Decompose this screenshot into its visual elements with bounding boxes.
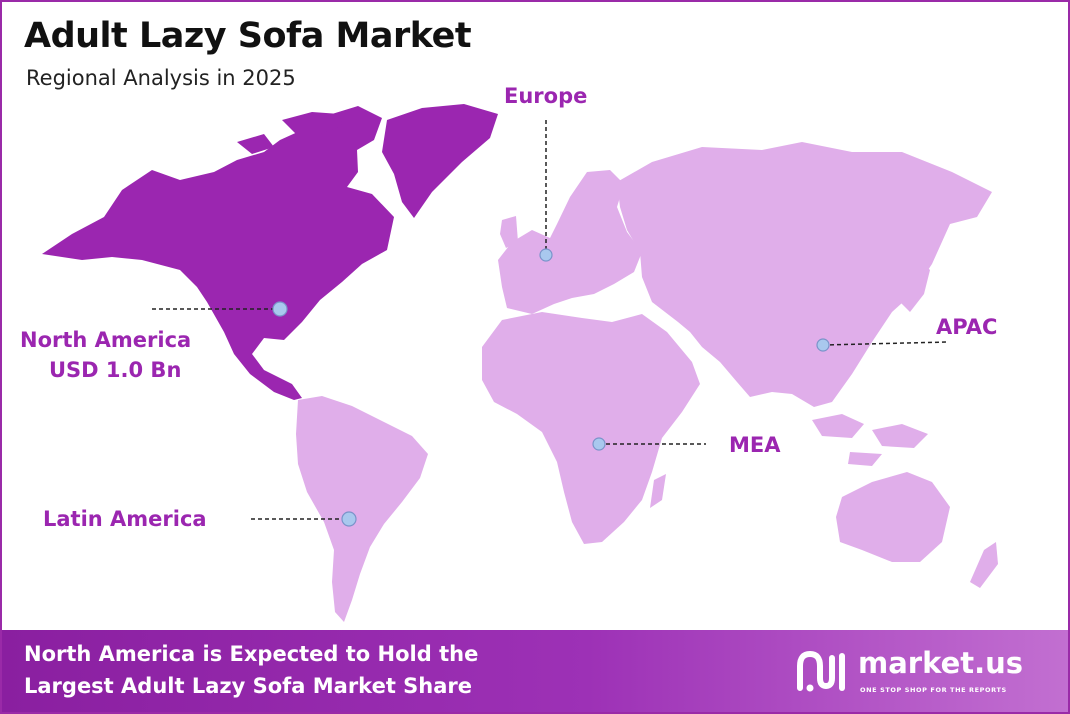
latin-america-region[interactable]	[296, 396, 428, 622]
brand-name: market.us	[858, 646, 1024, 680]
mea-region[interactable]	[482, 312, 700, 544]
page-subtitle: Regional Analysis in 2025	[26, 66, 296, 90]
latin-america-label: Latin America	[43, 507, 207, 531]
apac-marker[interactable]	[816, 338, 830, 352]
brand-logo[interactable]: market.us ONE STOP SHOP FOR THE REPORTS	[796, 646, 1046, 702]
australia-region[interactable]	[836, 472, 950, 562]
uk-region	[500, 216, 518, 248]
arctic-islands	[237, 112, 342, 154]
japan-region	[900, 260, 930, 312]
world-map	[42, 104, 998, 622]
brand-tagline: ONE STOP SHOP FOR THE REPORTS	[860, 686, 1007, 694]
mea-marker[interactable]	[592, 437, 606, 451]
europe-marker[interactable]	[539, 248, 553, 262]
latin-america-marker[interactable]	[341, 511, 357, 527]
north-america-label: North America	[20, 328, 192, 352]
footer-banner: North America is Expected to Hold the La…	[2, 630, 1068, 712]
leader-lines	[152, 120, 949, 520]
north-america-marker[interactable]	[272, 301, 288, 317]
greenland-region[interactable]	[382, 104, 498, 218]
new-zealand-region	[970, 542, 998, 588]
europe-label: Europe	[504, 84, 588, 108]
mea-label: MEA	[729, 433, 781, 457]
europe-region[interactable]	[498, 170, 642, 314]
asia-region[interactable]	[617, 142, 992, 407]
madagascar-region	[650, 474, 666, 508]
page-title: Adult Lazy Sofa Market	[24, 16, 472, 56]
apac-label: APAC	[936, 315, 998, 339]
market-us-logo-icon	[797, 650, 845, 692]
footer-line-1: North America is Expected to Hold the	[24, 642, 479, 666]
north-america-value: USD 1.0 Bn	[49, 358, 182, 382]
southeast-asia-islands	[812, 414, 928, 466]
footer-line-2: Largest Adult Lazy Sofa Market Share	[24, 674, 473, 698]
north-america-region[interactable]	[42, 106, 394, 400]
